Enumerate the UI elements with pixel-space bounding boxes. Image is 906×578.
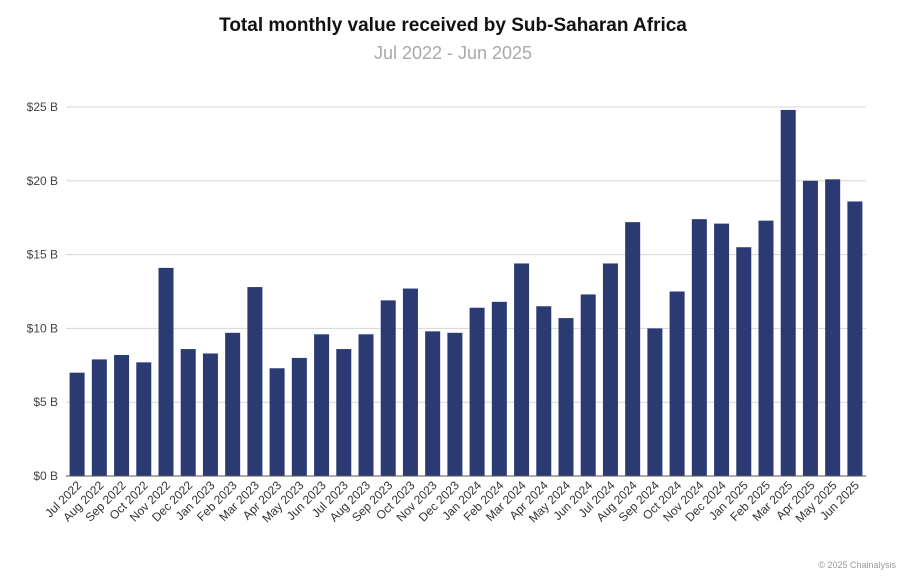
bar [180,349,196,476]
bar [669,291,685,476]
y-tick-label: $20 B [27,174,58,188]
bar [558,318,574,476]
bar [91,359,107,476]
bar [758,220,774,476]
bar [491,301,507,476]
y-tick-label: $10 B [27,321,58,335]
y-axis-ticks: $0 B $5 B $10 B $15 B $20 B $25 B [27,100,58,483]
bar [736,247,752,476]
bar [158,267,174,476]
y-tick-label: $15 B [27,248,58,262]
bar [269,368,285,476]
bar [425,331,441,476]
bar [625,222,641,476]
bar [802,180,818,477]
y-tick-label: $0 B [33,469,58,483]
bar [602,263,618,476]
bar [647,328,663,476]
bar [380,300,396,476]
bar [136,362,152,476]
bar [114,354,130,476]
bar [358,334,374,476]
chart-subtitle: Jul 2022 - Jun 2025 [373,43,533,63]
copyright-credit: © 2025 Chainalysis [818,560,896,570]
bar [580,294,596,476]
bar [336,349,352,476]
chart-title: Total monthly value received by Sub-Saha… [219,15,687,36]
bar [225,332,241,476]
bar [780,109,796,476]
y-tick-label: $5 B [33,395,58,409]
bar [847,201,863,476]
bar [469,307,485,476]
y-tick-label: $25 B [27,100,58,114]
bar [447,332,463,476]
bar [536,306,552,476]
gridlines [66,106,866,403]
bar [825,179,841,476]
bar [69,372,85,476]
bar [514,263,530,476]
bar [691,219,707,476]
bar [247,287,263,476]
bar [291,357,307,476]
bar [714,223,730,476]
bar [314,334,330,476]
bars [69,109,863,477]
bar [202,353,218,476]
bar [402,288,418,476]
